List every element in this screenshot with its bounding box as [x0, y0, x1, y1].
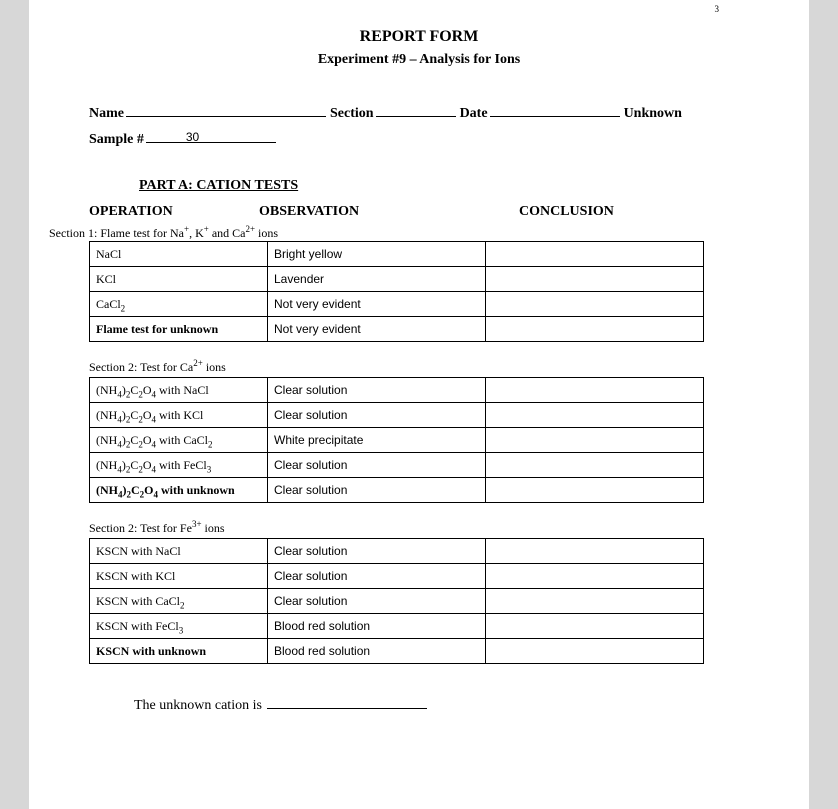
- table-row: (NH4)2C2O4 with KClClear solution: [90, 403, 704, 428]
- report-title: REPORT FORM: [29, 28, 809, 46]
- unknown-cation-line: The unknown cation is: [134, 694, 809, 714]
- operation-cell: KSCN with CaCl2: [90, 589, 268, 614]
- observation-cell[interactable]: Clear solution: [268, 564, 486, 589]
- observation-cell[interactable]: Clear solution: [268, 589, 486, 614]
- conclusion-cell[interactable]: [486, 242, 704, 267]
- operation-cell: KSCN with unknown: [90, 639, 268, 664]
- name-field[interactable]: [126, 102, 326, 117]
- page: 3 REPORT FORM Experiment #9 – Analysis f…: [29, 0, 809, 809]
- page-number: 3: [715, 4, 720, 14]
- table-row: CaCl2Not very evident: [90, 292, 704, 317]
- conclusion-cell[interactable]: [486, 267, 704, 292]
- form-line-2: Sample # 30: [89, 128, 749, 148]
- operation-cell: KCl: [90, 267, 268, 292]
- date-field[interactable]: [490, 102, 620, 117]
- section1-label-part1: Section 1: Flame test for Na: [49, 226, 184, 240]
- operation-cell: (NH4)2C2O4 with NaCl: [90, 378, 268, 403]
- header-conclusion: CONCLUSION: [519, 204, 614, 220]
- observation-cell[interactable]: Lavender: [268, 267, 486, 292]
- observation-cell[interactable]: Clear solution: [268, 478, 486, 503]
- section1-label: Section 1: Flame test for Na+, K+ and Ca…: [49, 226, 809, 241]
- operation-cell: (NH4)2C2O4 with unknown: [90, 478, 268, 503]
- table-row: (NH4)2C2O4 with unknownClear solution: [90, 478, 704, 503]
- conclusion-cell[interactable]: [486, 403, 704, 428]
- conclusion-cell[interactable]: [486, 478, 704, 503]
- section2-table: (NH4)2C2O4 with NaClClear solution(NH4)2…: [89, 377, 704, 503]
- table-row: NaClBright yellow: [90, 242, 704, 267]
- operation-cell: KSCN with KCl: [90, 564, 268, 589]
- observation-cell[interactable]: Clear solution: [268, 378, 486, 403]
- sample-value: 30: [186, 130, 199, 144]
- section3-label: Section 2: Test for Fe3+ ions: [89, 521, 809, 536]
- section1-label-part4: ions: [255, 226, 278, 240]
- section1-table: NaClBright yellowKClLavenderCaCl2Not ver…: [89, 241, 704, 342]
- conclusion-cell[interactable]: [486, 639, 704, 664]
- column-headers: OPERATION OBSERVATION CONCLUSION: [89, 204, 809, 220]
- section-label: Section: [330, 106, 374, 122]
- part-a-title: PART A: CATION TESTS: [139, 178, 809, 194]
- table-row: (NH4)2C2O4 with FeCl3Clear solution: [90, 453, 704, 478]
- form-line-1: Name Section Date Unknown: [89, 102, 749, 122]
- conclusion-cell[interactable]: [486, 614, 704, 639]
- header-operation: OPERATION: [89, 204, 259, 220]
- experiment-subtitle: Experiment #9 – Analysis for Ions: [29, 52, 809, 68]
- table-row: Flame test for unknownNot very evident: [90, 317, 704, 342]
- operation-cell: NaCl: [90, 242, 268, 267]
- unknown-label: Unknown: [624, 106, 682, 122]
- unknown-cation-field[interactable]: [267, 694, 427, 709]
- table-row: KSCN with unknownBlood red solution: [90, 639, 704, 664]
- date-label: Date: [460, 106, 488, 122]
- name-label: Name: [89, 106, 124, 122]
- table-row: (NH4)2C2O4 with CaCl2White precipitate: [90, 428, 704, 453]
- observation-cell[interactable]: Bright yellow: [268, 242, 486, 267]
- section1-label-part2: , K: [189, 226, 204, 240]
- observation-cell[interactable]: Clear solution: [268, 539, 486, 564]
- conclusion-cell[interactable]: [486, 378, 704, 403]
- section-field[interactable]: [376, 102, 456, 117]
- conclusion-cell[interactable]: [486, 539, 704, 564]
- section2-label: Section 2: Test for Ca2+ ions: [89, 360, 809, 375]
- unknown-cation-text: The unknown cation is: [134, 698, 262, 713]
- observation-cell[interactable]: Not very evident: [268, 317, 486, 342]
- operation-cell: (NH4)2C2O4 with CaCl2: [90, 428, 268, 453]
- conclusion-cell[interactable]: [486, 564, 704, 589]
- operation-cell: CaCl2: [90, 292, 268, 317]
- section3-table: KSCN with NaClClear solutionKSCN with KC…: [89, 538, 704, 664]
- operation-cell: (NH4)2C2O4 with FeCl3: [90, 453, 268, 478]
- table-row: KSCN with NaClClear solution: [90, 539, 704, 564]
- observation-cell[interactable]: Blood red solution: [268, 639, 486, 664]
- operation-cell: (NH4)2C2O4 with KCl: [90, 403, 268, 428]
- observation-cell[interactable]: Clear solution: [268, 403, 486, 428]
- table-row: KSCN with FeCl3Blood red solution: [90, 614, 704, 639]
- observation-cell[interactable]: Clear solution: [268, 453, 486, 478]
- section3-label-part2: ions: [202, 521, 225, 535]
- table-row: (NH4)2C2O4 with NaClClear solution: [90, 378, 704, 403]
- header-observation: OBSERVATION: [259, 204, 519, 220]
- table-row: KSCN with CaCl2Clear solution: [90, 589, 704, 614]
- section3-label-part1: Section 2: Test for Fe: [89, 521, 192, 535]
- conclusion-cell[interactable]: [486, 453, 704, 478]
- observation-cell[interactable]: White precipitate: [268, 428, 486, 453]
- conclusion-cell[interactable]: [486, 317, 704, 342]
- sample-field-left[interactable]: [146, 128, 186, 143]
- observation-cell[interactable]: Not very evident: [268, 292, 486, 317]
- conclusion-cell[interactable]: [486, 428, 704, 453]
- conclusion-cell[interactable]: [486, 589, 704, 614]
- table-row: KClLavender: [90, 267, 704, 292]
- section2-label-part2: ions: [203, 360, 226, 374]
- sample-field-right[interactable]: 30: [186, 128, 276, 143]
- table-row: KSCN with KClClear solution: [90, 564, 704, 589]
- operation-cell: KSCN with FeCl3: [90, 614, 268, 639]
- operation-cell: KSCN with NaCl: [90, 539, 268, 564]
- operation-cell: Flame test for unknown: [90, 317, 268, 342]
- observation-cell[interactable]: Blood red solution: [268, 614, 486, 639]
- sample-label: Sample #: [89, 132, 144, 148]
- conclusion-cell[interactable]: [486, 292, 704, 317]
- section1-label-part3: and Ca: [209, 226, 246, 240]
- section2-label-part1: Section 2: Test for Ca: [89, 360, 193, 374]
